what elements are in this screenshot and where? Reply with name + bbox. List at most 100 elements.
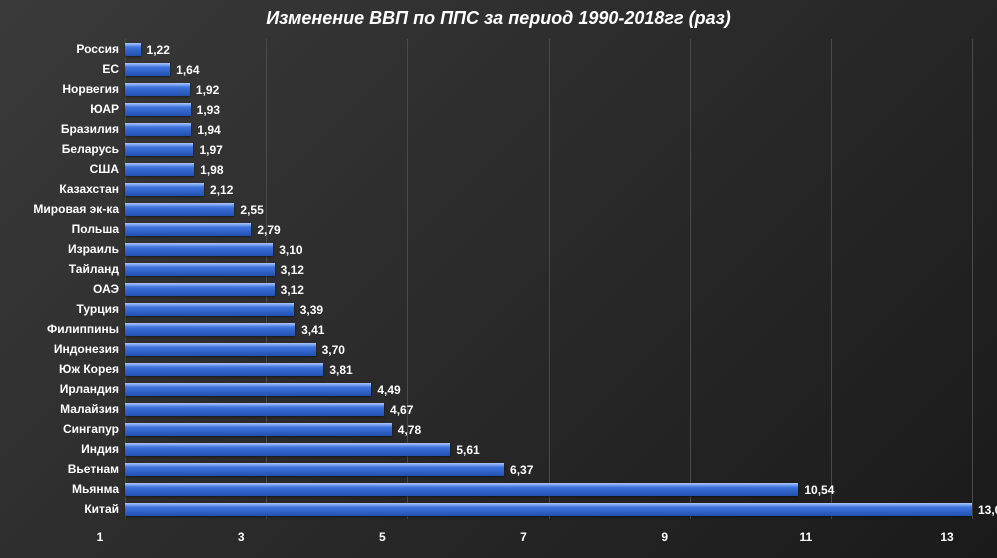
- chart-title: Изменение ВВП по ППС за период 1990-2018…: [25, 8, 972, 29]
- category-label: Мировая эк-ка: [33, 202, 125, 216]
- category-label: ЕС: [102, 62, 125, 76]
- bar-row: Тайланд3,12: [125, 259, 972, 279]
- bar-value: 4,49: [371, 383, 400, 397]
- bar: 2,12: [125, 183, 204, 196]
- category-label: Казахстан: [59, 182, 125, 196]
- bar-value: 3,10: [273, 243, 302, 257]
- bar-row: ЮАР1,93: [125, 99, 972, 119]
- bar: 1,93: [125, 103, 191, 116]
- bar-value: 13,05: [972, 503, 997, 517]
- bar-row: Бразилия1,94: [125, 119, 972, 139]
- x-tick: 13: [940, 530, 953, 544]
- bar-row: Мировая эк-ка2,55: [125, 199, 972, 219]
- category-label: Беларусь: [62, 142, 125, 156]
- grid-line: [972, 39, 973, 519]
- bar: 1,22: [125, 43, 141, 56]
- x-tick: 11: [799, 530, 812, 544]
- bar: 4,67: [125, 403, 384, 416]
- category-label: Норвегия: [62, 82, 125, 96]
- bar-value: 4,67: [384, 403, 413, 417]
- bar-value: 2,79: [251, 223, 280, 237]
- category-label: Вьетнам: [68, 462, 125, 476]
- bar-row: Польша2,79: [125, 219, 972, 239]
- bar: 6,37: [125, 463, 504, 476]
- category-label: Ирландия: [60, 382, 125, 396]
- bar-value: 2,12: [204, 183, 233, 197]
- bar-row: Юж Корея3,81: [125, 359, 972, 379]
- category-label: Тайланд: [69, 262, 125, 276]
- bar-value: 3,70: [316, 343, 345, 357]
- bar-row: Казахстан2,12: [125, 179, 972, 199]
- bar-value: 1,22: [141, 43, 170, 57]
- bar-row: Норвегия1,92: [125, 79, 972, 99]
- bar-value: 3,39: [294, 303, 323, 317]
- bar-row: Филиппины3,41: [125, 319, 972, 339]
- bar-value: 3,12: [275, 263, 304, 277]
- bar-row: Индия5,61: [125, 439, 972, 459]
- bar-value: 5,61: [450, 443, 479, 457]
- bar: 3,12: [125, 263, 275, 276]
- bar: 3,12: [125, 283, 275, 296]
- bar: 3,81: [125, 363, 323, 376]
- bar-row: Вьетнам6,37: [125, 459, 972, 479]
- bar: 10,54: [125, 483, 798, 496]
- bar: 3,39: [125, 303, 294, 316]
- bar: 5,61: [125, 443, 450, 456]
- bar-row: Малайзия4,67: [125, 399, 972, 419]
- chart-container: Изменение ВВП по ППС за период 1990-2018…: [0, 0, 997, 558]
- category-label: Индонезия: [54, 342, 125, 356]
- x-tick: 1: [97, 530, 104, 544]
- category-label: Израиль: [68, 242, 125, 256]
- bar-row: Турция3,39: [125, 299, 972, 319]
- category-label: Мьянма: [72, 482, 125, 496]
- x-axis: 135791113: [100, 530, 972, 550]
- bar-row: Израиль3,10: [125, 239, 972, 259]
- bar: 4,49: [125, 383, 371, 396]
- bar-row: ЕС1,64: [125, 59, 972, 79]
- bar-value: 1,98: [194, 163, 223, 177]
- category-label: Китай: [84, 502, 125, 516]
- category-label: ЮАР: [90, 102, 125, 116]
- bar: 3,41: [125, 323, 295, 336]
- bar-row: США1,98: [125, 159, 972, 179]
- bar-row: Китай13,05: [125, 499, 972, 519]
- x-tick: 9: [661, 530, 668, 544]
- category-label: ОАЭ: [93, 282, 125, 296]
- category-label: Турция: [77, 302, 125, 316]
- bar: 2,55: [125, 203, 234, 216]
- bar-value: 1,97: [193, 143, 222, 157]
- category-label: Индия: [81, 442, 125, 456]
- category-label: Польша: [72, 222, 125, 236]
- bar-row: Беларусь1,97: [125, 139, 972, 159]
- bar: 1,97: [125, 143, 193, 156]
- bar: 2,79: [125, 223, 251, 236]
- x-tick: 7: [520, 530, 527, 544]
- bar-value: 10,54: [798, 483, 834, 497]
- bar-row: Мьянма10,54: [125, 479, 972, 499]
- bar-value: 2,55: [234, 203, 263, 217]
- bar: 13,05: [125, 503, 972, 516]
- bar-row: ОАЭ3,12: [125, 279, 972, 299]
- bar: 3,10: [125, 243, 273, 256]
- category-label: Филиппины: [47, 322, 125, 336]
- bar-row: Индонезия3,70: [125, 339, 972, 359]
- bar-value: 3,12: [275, 283, 304, 297]
- bar-value: 1,92: [190, 83, 219, 97]
- x-tick: 5: [379, 530, 386, 544]
- category-label: Сингапур: [63, 422, 125, 436]
- category-label: Малайзия: [60, 402, 125, 416]
- bar-value: 1,94: [191, 123, 220, 137]
- category-label: США: [90, 162, 125, 176]
- bar: 1,64: [125, 63, 170, 76]
- bar: 1,94: [125, 123, 191, 136]
- bar-value: 1,93: [191, 103, 220, 117]
- bar-value: 3,81: [323, 363, 352, 377]
- bar-row: Россия1,22: [125, 39, 972, 59]
- bar-value: 6,37: [504, 463, 533, 477]
- category-label: Юж Корея: [59, 362, 125, 376]
- x-tick: 3: [238, 530, 245, 544]
- bar-value: 1,64: [170, 63, 199, 77]
- bar: 1,98: [125, 163, 194, 176]
- bar: 4,78: [125, 423, 392, 436]
- category-label: Россия: [76, 42, 125, 56]
